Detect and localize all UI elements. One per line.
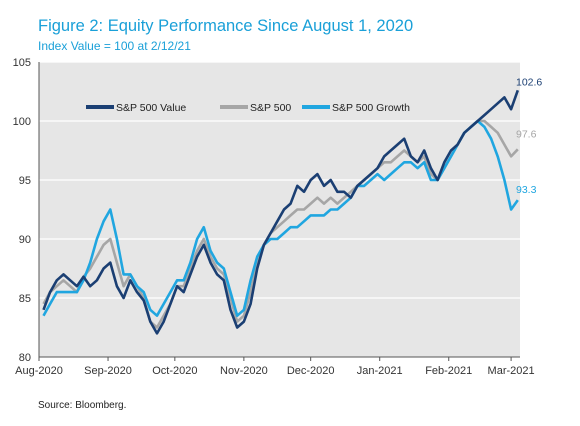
- x-tick-label: Nov-2020: [220, 365, 268, 377]
- legend-label-0: S&P 500 Value: [116, 102, 186, 114]
- legend-label-2: S&P 500 Growth: [332, 102, 410, 114]
- legend-label-1: S&P 500: [250, 102, 291, 114]
- y-tick-label: 100: [13, 116, 31, 128]
- y-tick-label: 95: [19, 175, 31, 187]
- plot-area: [39, 62, 520, 357]
- x-tick-label: Sep-2020: [84, 365, 132, 377]
- y-tick-label: 85: [19, 293, 31, 305]
- y-tick-label: 80: [19, 352, 31, 364]
- x-tick-label: Oct-2020: [152, 365, 197, 377]
- x-tick-label: Mar-2021: [488, 365, 535, 377]
- end-label-0: 102.6: [516, 76, 542, 88]
- x-tick-label: Feb-2021: [425, 365, 472, 377]
- x-tick-label: Jan-2021: [357, 365, 403, 377]
- y-tick-label: 90: [19, 234, 31, 246]
- end-label-1: 97.6: [516, 128, 537, 140]
- y-tick-label: 105: [13, 57, 31, 69]
- x-tick-label: Dec-2020: [287, 365, 335, 377]
- end-label-2: 93.3: [516, 184, 537, 196]
- x-tick-label: Aug-2020: [15, 365, 63, 377]
- series-line-0: [42, 89, 520, 335]
- source-note: Source: Bloomberg.: [38, 400, 127, 411]
- chart-subtitle: Index Value = 100 at 2/12/21: [38, 39, 191, 53]
- chart-title: Figure 2: Equity Performance Since Augus…: [38, 17, 414, 35]
